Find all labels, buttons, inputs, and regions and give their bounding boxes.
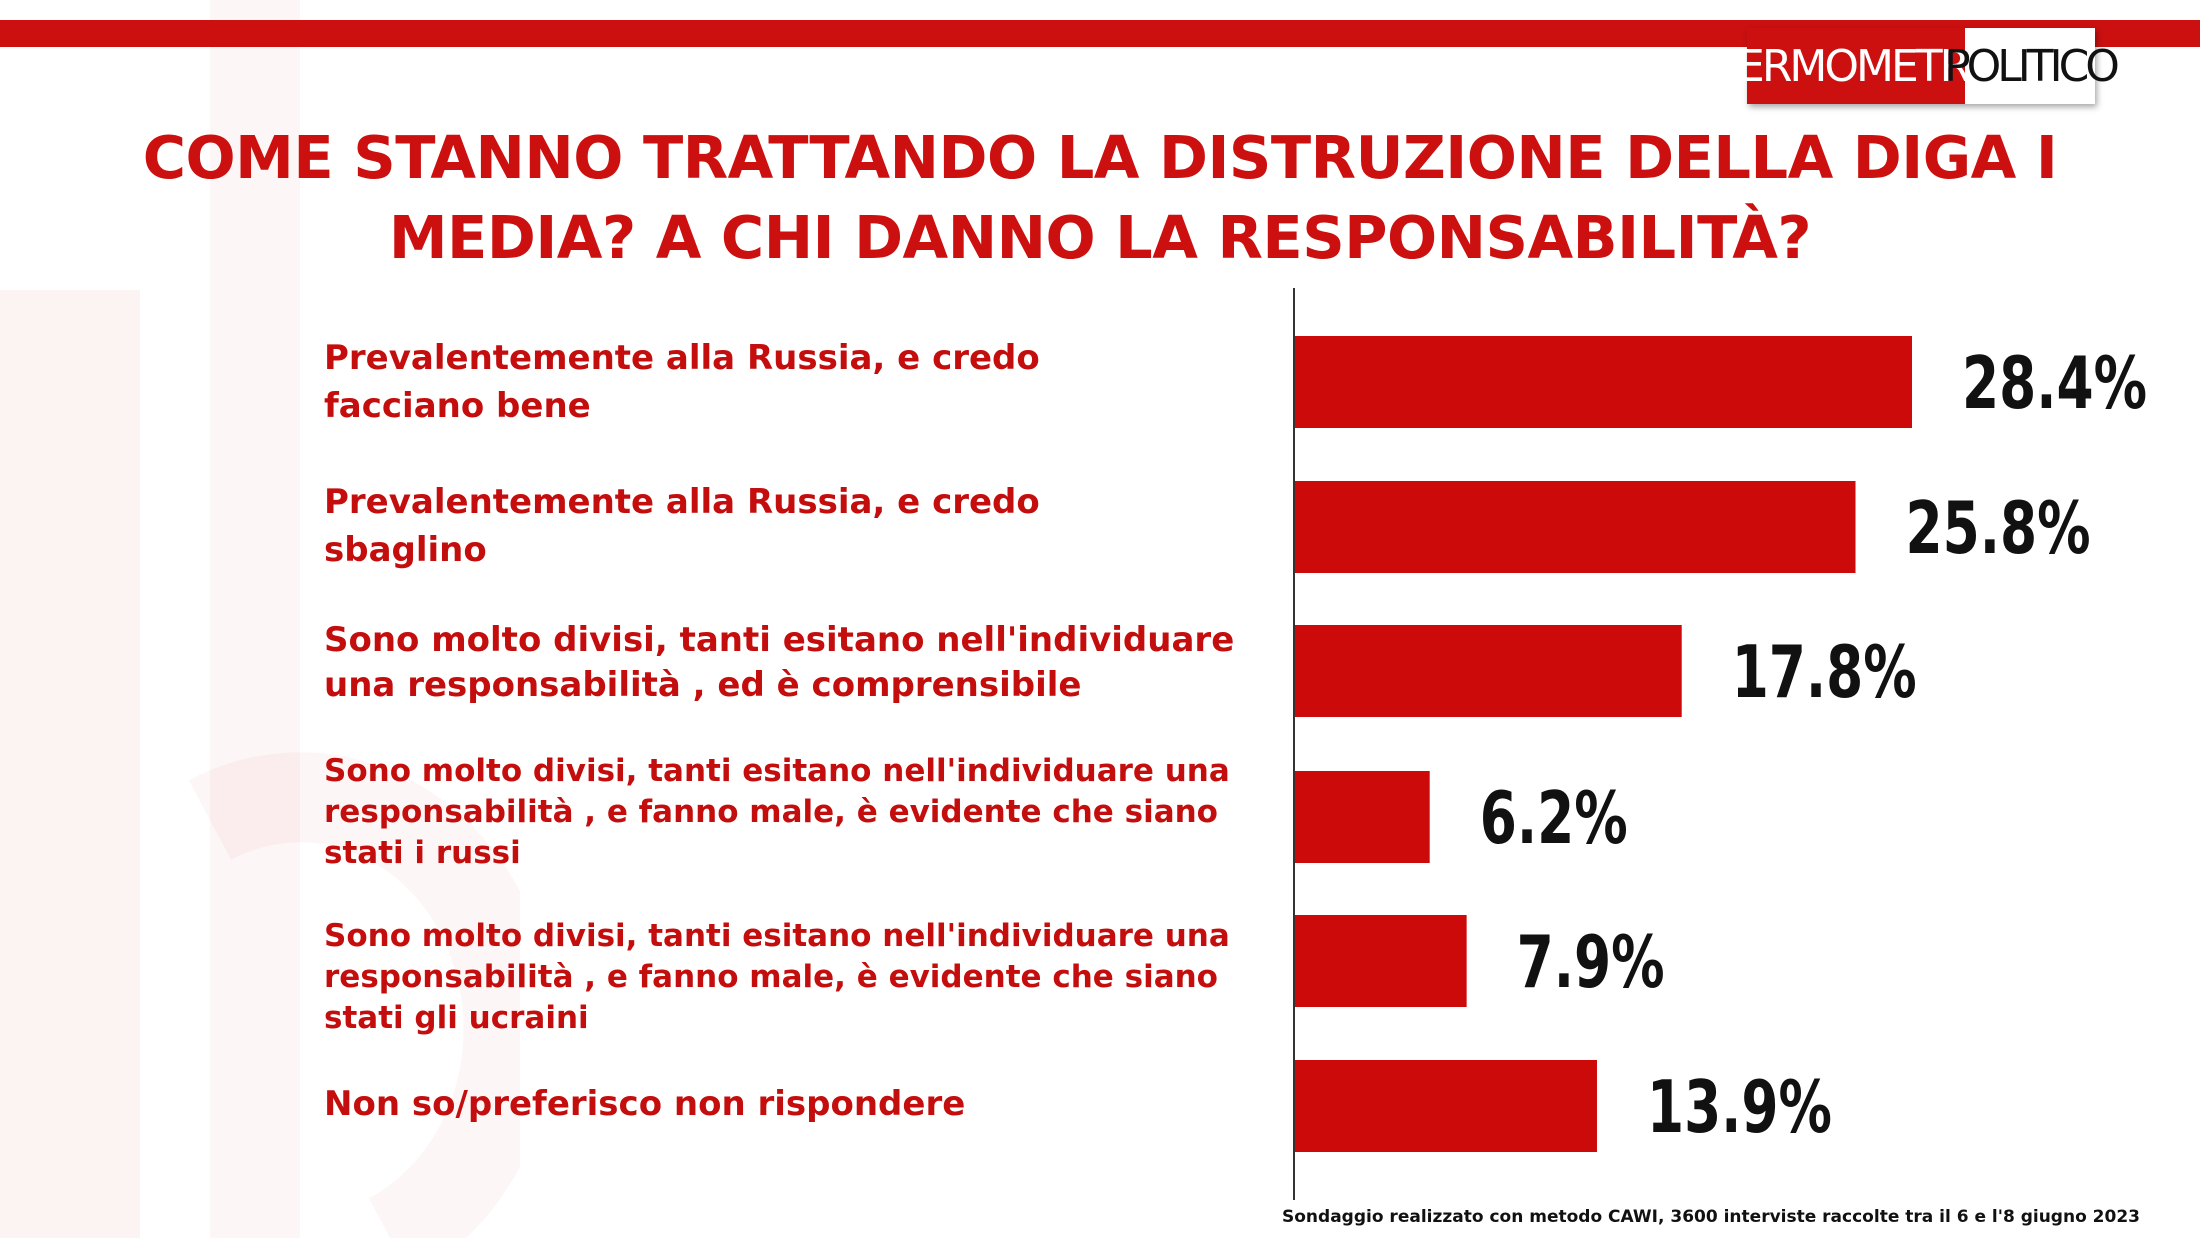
category-label-6: Non so/preferisco non rispondere: [324, 1080, 1254, 1128]
category-label-5: Sono molto divisi, tanti esitano nell'in…: [324, 916, 1254, 1039]
label-line: una responsabilità , ed è comprensibile: [324, 665, 1082, 705]
data-label-4: 6.2%: [1480, 776, 1628, 860]
bar-2: [1295, 481, 1856, 573]
bar-1: [1295, 336, 1912, 428]
bar-6: [1295, 1060, 1597, 1152]
category-label-4: Sono molto divisi, tanti esitano nell'in…: [324, 751, 1254, 874]
label-line: Sono molto divisi, tanti esitano nell'in…: [324, 753, 1230, 789]
bar-5: [1295, 915, 1467, 1007]
label-line: stati gli ucraini: [324, 1000, 589, 1036]
data-label-5: 7.9%: [1517, 920, 1665, 1004]
bar-3: [1295, 625, 1682, 717]
title-line-2: MEDIA? A CHI DANNO LA RESPONSABILITÀ?: [388, 203, 1812, 272]
label-line: Prevalentemente alla Russia, e credo: [324, 338, 1040, 378]
label-line: Non so/preferisco non rispondere: [324, 1084, 966, 1124]
page-title: COME STANNO TRATTANDO LA DISTRUZIONE DEL…: [60, 118, 2140, 278]
label-line: facciano bene: [324, 386, 591, 426]
title-line-1: COME STANNO TRATTANDO LA DISTRUZIONE DEL…: [142, 123, 2058, 192]
label-line: Sono molto divisi, tanti esitano nell'in…: [324, 620, 1235, 660]
data-label-3: 17.8%: [1732, 630, 1917, 714]
label-line: stati i russi: [324, 835, 521, 871]
brand-logo-left: TERMOMETRO: [1713, 28, 2002, 104]
category-label-3: Sono molto divisi, tanti esitano nell'in…: [324, 618, 1254, 708]
brand-logo: TERMOMETRO POLITICO: [1713, 28, 2120, 104]
label-line: responsabilità , e fanno male, è evident…: [324, 794, 1218, 830]
label-line: Prevalentemente alla Russia, e credo: [324, 482, 1040, 522]
bar-4: [1295, 771, 1430, 863]
survey-footnote: Sondaggio realizzato con metodo CAWI, 36…: [1282, 1207, 2140, 1227]
brand-logo-right: POLITICO: [1944, 40, 2120, 92]
label-line: sbaglino: [324, 530, 487, 570]
category-label-2: Prevalentemente alla Russia, e credo sba…: [324, 478, 1254, 574]
data-label-2: 25.8%: [1906, 486, 2091, 570]
category-label-1: Prevalentemente alla Russia, e credo fac…: [324, 334, 1254, 430]
data-label-1: 28.4%: [1962, 341, 2147, 425]
label-line: Sono molto divisi, tanti esitano nell'in…: [324, 918, 1230, 954]
label-line: responsabilità , e fanno male, è evident…: [324, 959, 1218, 995]
data-label-6: 13.9%: [1647, 1065, 1832, 1149]
